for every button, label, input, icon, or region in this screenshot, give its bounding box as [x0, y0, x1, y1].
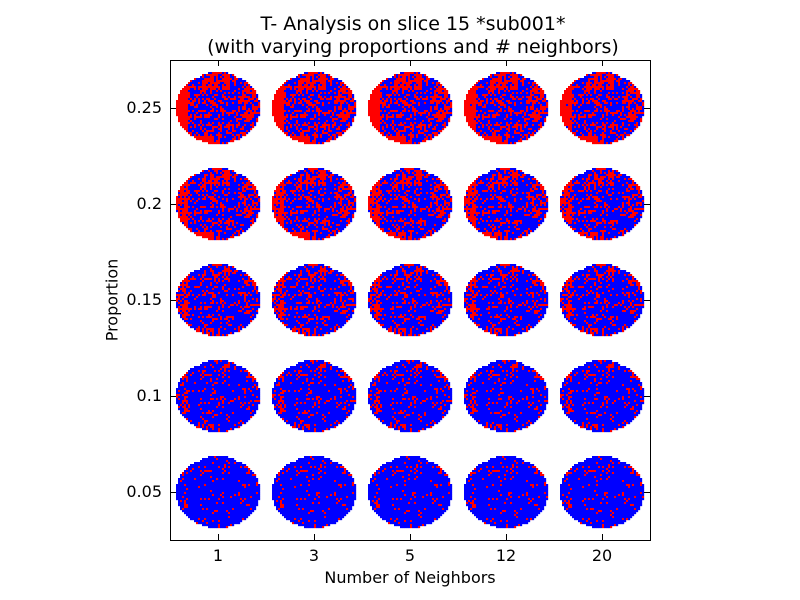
x-tick-label: 5: [390, 546, 430, 565]
slice-map-p0.25-n20: [560, 72, 644, 144]
slice-map-p0.15-n12: [464, 264, 548, 336]
slice-map-p0.2-n5: [368, 168, 452, 240]
x-tick-label: 20: [582, 546, 622, 565]
y-tick-label: 0.05: [100, 482, 162, 501]
slice-map-p0.05-n5: [368, 456, 452, 528]
slice-map-p0.05-n3: [272, 456, 356, 528]
slice-map-p0.05-n1: [176, 456, 260, 528]
slice-map-p0.1-n12: [464, 360, 548, 432]
y-axis-label: Proportion: [103, 259, 122, 342]
slice-map-p0.1-n5: [368, 360, 452, 432]
slice-map-p0.1-n20: [560, 360, 644, 432]
y-tick-label: 0.1: [100, 386, 162, 405]
x-axis-label: Number of Neighbors: [0, 568, 800, 587]
slice-map-p0.25-n5: [368, 72, 452, 144]
slice-map-p0.25-n1: [176, 72, 260, 144]
slice-map-p0.05-n12: [464, 456, 548, 528]
slice-map-p0.25-n3: [272, 72, 356, 144]
slice-map-p0.1-n3: [272, 360, 356, 432]
slice-map-p0.2-n12: [464, 168, 548, 240]
x-tick-label: 1: [198, 546, 238, 565]
x-tick-label: 3: [294, 546, 334, 565]
slice-map-p0.25-n12: [464, 72, 548, 144]
slice-map-p0.15-n20: [560, 264, 644, 336]
slice-map-p0.05-n20: [560, 456, 644, 528]
slice-map-p0.2-n3: [272, 168, 356, 240]
y-tick-label: 0.25: [100, 98, 162, 117]
slice-map-p0.15-n5: [368, 264, 452, 336]
slice-map-p0.2-n1: [176, 168, 260, 240]
slice-map-p0.2-n20: [560, 168, 644, 240]
x-tick-label: 12: [486, 546, 526, 565]
slice-map-p0.1-n1: [176, 360, 260, 432]
slice-map-p0.15-n1: [176, 264, 260, 336]
slice-map-p0.15-n3: [272, 264, 356, 336]
y-tick-label: 0.2: [100, 194, 162, 213]
